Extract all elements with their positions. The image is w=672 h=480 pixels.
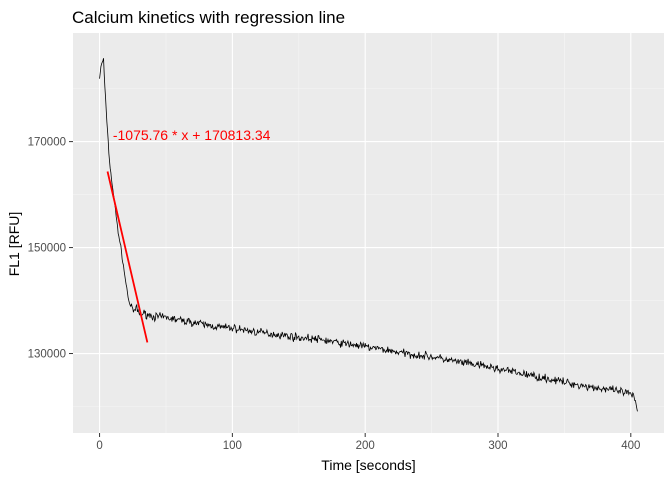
- x-tick-label: 300: [488, 440, 507, 452]
- x-tick-label: 400: [621, 440, 640, 452]
- y-tick-label: 170000: [28, 137, 66, 149]
- plot-panel: [73, 33, 664, 433]
- regression-line: [106, 171, 149, 343]
- chart-title: Calcium kinetics with regression line: [72, 8, 345, 27]
- x-axis-label: Time [seconds]: [321, 457, 415, 473]
- series-layer: [99, 58, 638, 412]
- x-axis: 0 100 200 300 400: [96, 433, 640, 452]
- x-tick-label: 200: [356, 440, 375, 452]
- x-tick-label: 100: [223, 440, 242, 452]
- x-tick-label: 0: [96, 440, 102, 452]
- y-tick-label: 130000: [28, 349, 66, 361]
- y-tick-label: 150000: [28, 243, 66, 255]
- grid-major: [73, 33, 664, 433]
- annotation-layer: -1075.76 * x + 170813.34: [113, 127, 271, 143]
- regression-equation: -1075.76 * x + 170813.34: [113, 127, 271, 143]
- y-axis-label: FL1 [RFU]: [6, 212, 22, 277]
- grid-minor: [73, 33, 664, 433]
- regression-layer: [106, 171, 149, 343]
- y-axis: 130000 150000 170000: [28, 137, 73, 361]
- measurement-line: [99, 58, 638, 412]
